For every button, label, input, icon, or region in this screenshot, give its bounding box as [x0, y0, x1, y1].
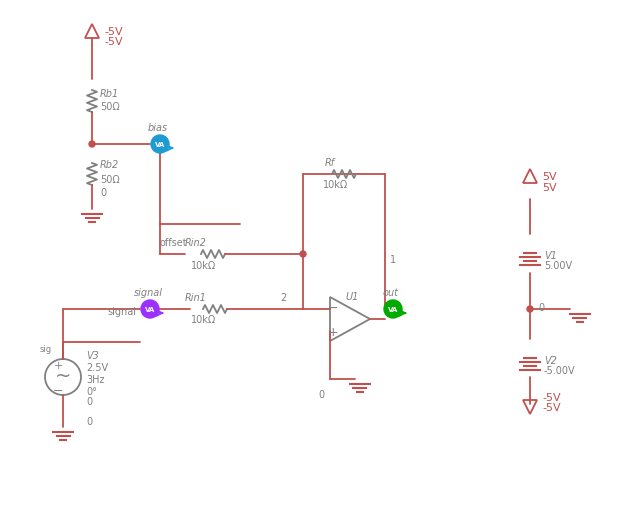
Circle shape	[300, 251, 306, 258]
Text: VA: VA	[155, 142, 165, 148]
Text: U1: U1	[346, 292, 358, 301]
Text: -5V: -5V	[104, 37, 123, 47]
Text: offset: offset	[160, 238, 188, 247]
Text: VA: VA	[145, 306, 155, 313]
Text: −: −	[52, 384, 64, 397]
Text: 5V: 5V	[542, 172, 557, 182]
Text: 50Ω: 50Ω	[100, 175, 120, 185]
Text: bias: bias	[148, 123, 168, 133]
Text: Rin1: Rin1	[185, 293, 207, 302]
Text: -5V: -5V	[542, 392, 561, 402]
Text: 5.00V: 5.00V	[544, 261, 572, 270]
Text: −: −	[328, 301, 338, 314]
Text: Rf: Rf	[325, 158, 335, 167]
Text: -5V: -5V	[542, 402, 561, 412]
Text: 5V: 5V	[542, 183, 557, 192]
Text: 2.5V: 2.5V	[86, 362, 108, 372]
Text: V3: V3	[86, 350, 99, 360]
Text: 0: 0	[538, 302, 544, 313]
Text: 10kΩ: 10kΩ	[191, 261, 216, 270]
Text: -5V: -5V	[104, 27, 123, 37]
Text: +: +	[53, 360, 63, 370]
Circle shape	[89, 142, 95, 148]
Text: V1: V1	[544, 250, 557, 261]
Text: VA: VA	[388, 306, 398, 313]
Text: 10kΩ: 10kΩ	[191, 315, 216, 324]
Text: 2: 2	[280, 293, 286, 302]
Text: out: out	[383, 288, 399, 297]
Text: signal: signal	[133, 288, 162, 297]
Text: 1: 1	[390, 254, 396, 265]
Text: 0: 0	[100, 188, 106, 197]
Circle shape	[384, 300, 402, 318]
Text: 0: 0	[86, 416, 92, 426]
Text: V2: V2	[544, 355, 557, 365]
Text: Rin2: Rin2	[185, 238, 207, 247]
Circle shape	[141, 300, 159, 318]
Text: 10kΩ: 10kΩ	[323, 180, 348, 190]
Circle shape	[151, 136, 169, 154]
Text: 0°: 0°	[86, 386, 97, 396]
Text: 3Hz: 3Hz	[86, 374, 104, 384]
Text: 0: 0	[86, 396, 92, 406]
Text: +: +	[328, 325, 338, 338]
Text: Rb2: Rb2	[100, 160, 119, 169]
Text: ~: ~	[55, 366, 71, 385]
Text: sig: sig	[40, 345, 52, 354]
Text: signal: signal	[107, 306, 136, 317]
Text: 0: 0	[318, 389, 324, 399]
Text: Rb1: Rb1	[100, 89, 119, 99]
Circle shape	[527, 306, 533, 313]
Text: 50Ω: 50Ω	[100, 102, 120, 112]
Text: -5.00V: -5.00V	[544, 365, 576, 375]
